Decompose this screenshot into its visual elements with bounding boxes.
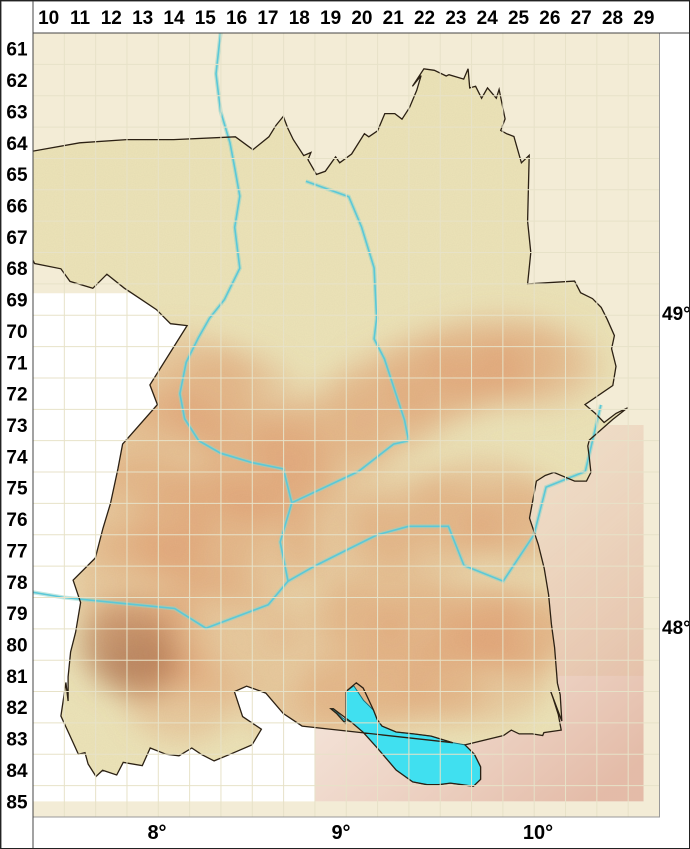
svg-text:77: 77 <box>6 541 27 562</box>
svg-text:81: 81 <box>6 667 28 688</box>
svg-text:16: 16 <box>226 8 247 29</box>
svg-text:83: 83 <box>6 730 27 751</box>
svg-text:25: 25 <box>508 8 530 29</box>
svg-text:26: 26 <box>539 8 560 29</box>
svg-text:65: 65 <box>6 165 28 186</box>
svg-text:72: 72 <box>6 385 27 406</box>
svg-text:27: 27 <box>571 8 592 29</box>
svg-text:19: 19 <box>320 8 341 29</box>
svg-text:82: 82 <box>6 698 27 719</box>
svg-text:11: 11 <box>70 8 91 29</box>
svg-text:85: 85 <box>6 792 28 813</box>
svg-text:61: 61 <box>6 40 28 61</box>
svg-text:76: 76 <box>6 510 27 531</box>
svg-text:68: 68 <box>6 259 27 280</box>
svg-text:12: 12 <box>101 8 122 29</box>
svg-text:48°: 48° <box>662 618 690 639</box>
svg-text:62: 62 <box>6 71 27 92</box>
svg-text:49°: 49° <box>662 304 690 325</box>
svg-text:70: 70 <box>6 322 27 343</box>
svg-text:78: 78 <box>6 573 27 594</box>
svg-text:17: 17 <box>257 8 278 29</box>
svg-text:29: 29 <box>633 8 654 29</box>
svg-text:84: 84 <box>6 761 28 782</box>
svg-text:10: 10 <box>38 8 59 29</box>
svg-text:80: 80 <box>6 636 27 657</box>
svg-text:24: 24 <box>477 8 499 29</box>
svg-text:79: 79 <box>6 604 27 625</box>
svg-text:8°: 8° <box>147 822 166 844</box>
svg-text:18: 18 <box>289 8 310 29</box>
svg-text:22: 22 <box>414 8 435 29</box>
svg-text:66: 66 <box>6 196 27 217</box>
svg-text:20: 20 <box>351 8 372 29</box>
svg-text:10°: 10° <box>523 822 553 844</box>
svg-text:63: 63 <box>6 102 27 123</box>
svg-text:67: 67 <box>6 228 27 249</box>
svg-text:73: 73 <box>6 416 27 437</box>
svg-text:74: 74 <box>6 447 28 468</box>
svg-text:23: 23 <box>445 8 466 29</box>
svg-text:28: 28 <box>602 8 623 29</box>
svg-text:13: 13 <box>132 8 153 29</box>
svg-text:9°: 9° <box>331 822 350 844</box>
svg-text:75: 75 <box>6 479 28 500</box>
svg-text:15: 15 <box>195 8 217 29</box>
svg-text:69: 69 <box>6 291 27 312</box>
svg-text:71: 71 <box>6 353 28 374</box>
svg-text:21: 21 <box>383 8 405 29</box>
svg-text:14: 14 <box>163 8 185 29</box>
svg-text:64: 64 <box>6 134 28 155</box>
